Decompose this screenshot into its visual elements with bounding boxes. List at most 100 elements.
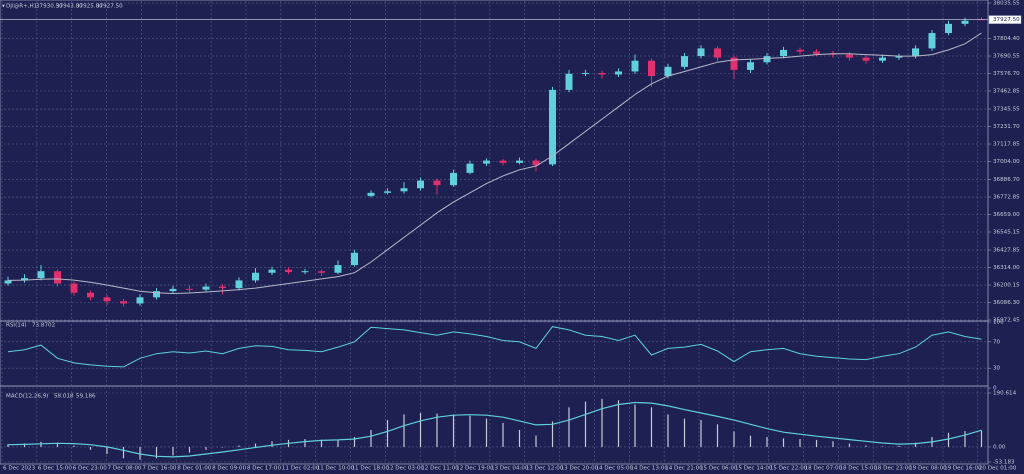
candle-body — [87, 292, 94, 298]
x-tick-label: 13 Dec 12:00 — [526, 466, 564, 472]
candle-body — [681, 56, 688, 67]
candle-body — [714, 48, 721, 58]
macd-bar — [40, 441, 42, 447]
candle-body — [664, 66, 672, 77]
x-tick-label: 12 Dec 03:00 — [386, 466, 424, 472]
y-tick-label: 70 — [993, 339, 1001, 345]
candle-body — [37, 271, 45, 279]
macd-bar — [155, 446, 158, 459]
x-tick-label: 19 Dec 16:00 — [944, 466, 982, 472]
ohlc-value: 37943.00 — [56, 4, 83, 10]
y-tick-label: 37117.85 — [993, 142, 1020, 148]
candle-body — [318, 271, 325, 273]
macd-bar — [535, 435, 537, 447]
y-tick-label: 35972.45 — [993, 318, 1020, 324]
macd-bar — [304, 439, 306, 447]
macd-value: 58.018 — [54, 394, 74, 400]
candle-body — [433, 180, 441, 186]
y-tick-label: 36200.15 — [993, 283, 1020, 289]
y-tick-label: 36772.85 — [993, 195, 1020, 201]
macd-bar — [452, 414, 455, 447]
x-tick-label: 15 Dec 22:00 — [770, 466, 808, 472]
candle-body — [582, 72, 589, 74]
candle-body — [169, 288, 177, 292]
macd-bar — [848, 443, 851, 447]
macd-bar — [139, 446, 141, 460]
macd-bar — [56, 442, 59, 447]
x-tick-label: 11 Dec 10:00 — [317, 466, 355, 472]
candle-body — [417, 180, 424, 189]
y-tick-label: 37462.85 — [993, 88, 1020, 94]
candle-body — [367, 192, 375, 196]
moving-average — [7, 32, 982, 295]
x-tick-label: 6 Dec 23:00 — [73, 466, 108, 472]
x-tick-label: 8 Dec 17:00 — [247, 466, 282, 472]
x-tick-label: 11 Dec 02:00 — [282, 466, 320, 472]
y-tick-label: 30 — [993, 366, 1001, 372]
macd-bar — [782, 438, 785, 447]
candle-body — [103, 297, 111, 302]
macd-bar — [485, 418, 488, 447]
x-tick-label: 11 Dec 18:00 — [352, 466, 390, 472]
candle-body — [598, 72, 606, 75]
x-tick-label: 15 Dec 14:00 — [735, 466, 773, 472]
macd-bar — [188, 446, 191, 453]
candle-body — [648, 60, 655, 77]
candle-body — [780, 49, 787, 57]
candle-body — [466, 163, 474, 173]
candle-body — [631, 60, 639, 72]
candle-body — [400, 188, 408, 192]
macd-bar — [617, 400, 620, 447]
x-tick-label: 6 Dec 15:00 — [38, 466, 73, 472]
candle-body — [4, 280, 12, 284]
candle-body — [747, 62, 754, 70]
macd-bar — [23, 443, 26, 447]
macd-bar — [89, 446, 92, 450]
candle-body — [730, 57, 738, 70]
x-tick-label: 13 Dec 04:00 — [491, 466, 529, 472]
x-tick-label: 12 Dec 19:00 — [456, 466, 494, 472]
macd-bar — [766, 437, 768, 447]
panel-title: RSI(14) — [6, 323, 27, 329]
candle-body — [301, 271, 309, 273]
macd-bar — [172, 446, 174, 456]
x-tick-label: 18 Dec 23:00 — [874, 466, 912, 472]
candle-body — [334, 265, 342, 273]
macd-bar — [634, 404, 636, 447]
y-tick-label: 36545.15 — [993, 230, 1020, 236]
candle-body — [252, 272, 259, 281]
candle-body — [54, 271, 61, 284]
candle-body — [895, 56, 903, 58]
current-price-label: 37927.50 — [993, 17, 1020, 23]
signal-value: 59.186 — [76, 394, 96, 400]
candle-body — [862, 57, 870, 61]
x-tick-label: 14 Dec 13:00 — [630, 466, 668, 472]
candle-body — [120, 301, 127, 304]
y-tick-label: 36314.00 — [993, 265, 1020, 271]
macd-bar — [832, 441, 834, 447]
x-tick-label: 13 Dec 20:00 — [561, 466, 599, 472]
y-tick-label: 36427.85 — [993, 248, 1020, 254]
y-tick-label: 36886.70 — [993, 177, 1020, 183]
x-tick-label: 8 Dec 01:00 — [177, 466, 212, 472]
x-tick-label: 20 Dec 01:00 — [979, 466, 1017, 472]
macd-bar — [568, 407, 570, 447]
candle-body — [565, 73, 573, 90]
candle-body — [928, 33, 936, 49]
macd-bar — [815, 439, 818, 447]
macd-bar — [914, 442, 917, 447]
macd-bar — [947, 432, 950, 447]
macd-bar — [238, 445, 240, 447]
candle-body — [202, 286, 210, 290]
y-tick-label: 37690.55 — [993, 54, 1020, 60]
macd-bar — [650, 407, 653, 447]
macd-bar — [716, 424, 719, 447]
y-tick-label: 36086.30 — [993, 300, 1020, 306]
macd-bar — [733, 431, 735, 447]
y-tick-label: 38035.55 — [993, 1, 1020, 7]
panel-title: MACD(12,26,9) — [6, 394, 48, 400]
candle-body — [945, 23, 952, 34]
panel-frame — [0, 385, 989, 465]
x-tick-label: 19 Dec 08:00 — [909, 466, 947, 472]
macd-bar — [419, 412, 422, 447]
